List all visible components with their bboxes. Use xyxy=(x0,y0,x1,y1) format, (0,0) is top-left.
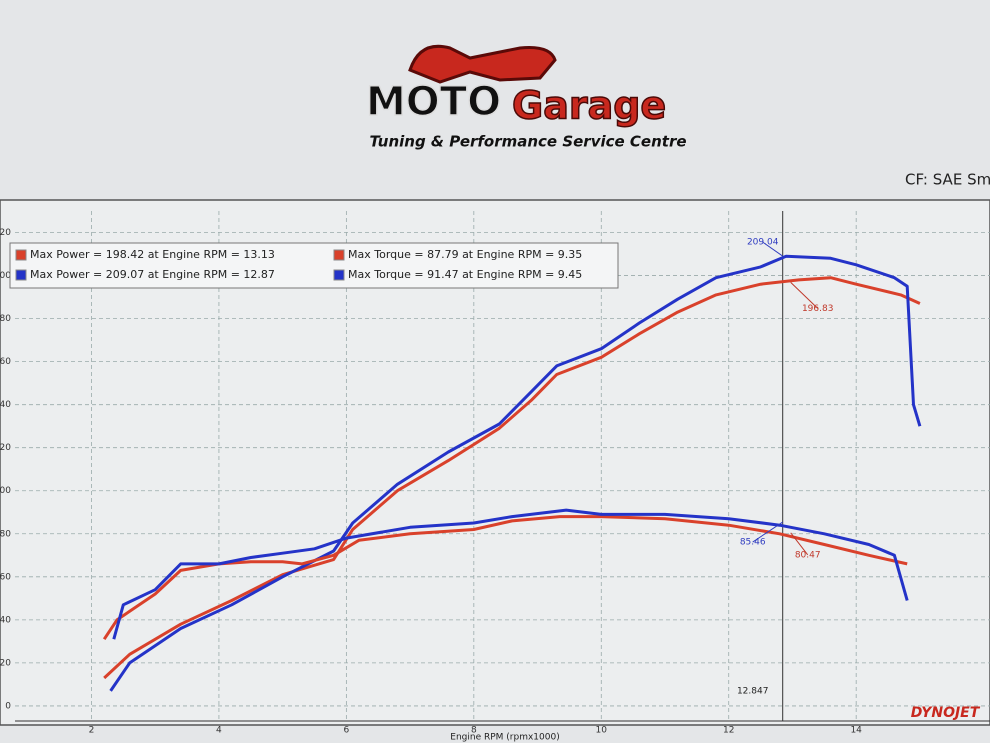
tagline: Tuning & Performance Service Centre xyxy=(369,133,686,151)
y-tick-label: 40 xyxy=(0,615,11,625)
cursor-label: 12.847 xyxy=(737,687,769,697)
y-tick-label: 120 xyxy=(0,443,11,453)
annotation-label: 85.46 xyxy=(740,538,766,548)
legend-label: Max Power = 209.07 at Engine RPM = 12.87 xyxy=(30,268,275,281)
y-tick-label: 160 xyxy=(0,357,11,367)
legend-label: Max Power = 198.42 at Engine RPM = 13.13 xyxy=(30,248,275,261)
legend-swatch xyxy=(15,249,27,261)
legend-swatch xyxy=(15,269,27,281)
annotation-arrow xyxy=(790,282,819,309)
logo-moto: MOTO xyxy=(366,79,501,125)
annotation-label: 196.83 xyxy=(802,304,834,314)
y-tick-label: 220 xyxy=(0,228,11,238)
logo-bike xyxy=(408,44,557,84)
y-tick-label: 180 xyxy=(0,314,11,324)
annotation-label: 80.47 xyxy=(795,550,821,560)
legend-label: Max Torque = 87.79 at Engine RPM = 9.35 xyxy=(348,248,582,261)
y-tick-label: 200 xyxy=(0,271,11,281)
annotation-arrow xyxy=(752,521,783,543)
correction-factor: CF: SAE Sm xyxy=(905,171,990,189)
annotation-arrow xyxy=(762,241,783,257)
x-tick-label: 2 xyxy=(89,726,95,736)
y-tick-label: 100 xyxy=(0,486,11,496)
series-line xyxy=(102,515,908,641)
y-tick-label: 80 xyxy=(0,529,11,539)
series-line xyxy=(103,276,921,680)
annotation-label: 209.04 xyxy=(747,238,779,248)
legend-items: Max Power = 198.42 at Engine RPM = 13.13… xyxy=(15,248,582,281)
x-tick-label: 12 xyxy=(723,726,734,736)
y-tick-label: 20 xyxy=(0,658,11,668)
x-tick-label: 8 xyxy=(471,726,477,736)
legend xyxy=(9,242,619,289)
legend-swatch xyxy=(333,269,345,281)
series-line xyxy=(109,254,922,692)
annotation-arrow xyxy=(790,532,809,556)
logo-garage: Garage xyxy=(512,84,666,128)
plot: 209.04 196.83 85.46 80.47 xyxy=(102,238,922,692)
y-tick-label: 60 xyxy=(0,572,11,582)
series-line xyxy=(112,508,909,640)
x-axis-label: Engine RPM (rpmx1000) xyxy=(450,733,559,743)
x-tick-label: 14 xyxy=(850,726,862,736)
x-tick-label: 6 xyxy=(344,726,350,736)
y-tick-label: 0 xyxy=(5,701,11,711)
legend-swatch xyxy=(333,249,345,261)
y-tick-label: 140 xyxy=(0,400,11,410)
x-tick-label: 10 xyxy=(596,726,608,736)
x-tick-label: 4 xyxy=(216,726,222,736)
legend-label: Max Torque = 91.47 at Engine RPM = 9.45 xyxy=(348,268,582,281)
brand: DYNOJET xyxy=(911,705,981,721)
